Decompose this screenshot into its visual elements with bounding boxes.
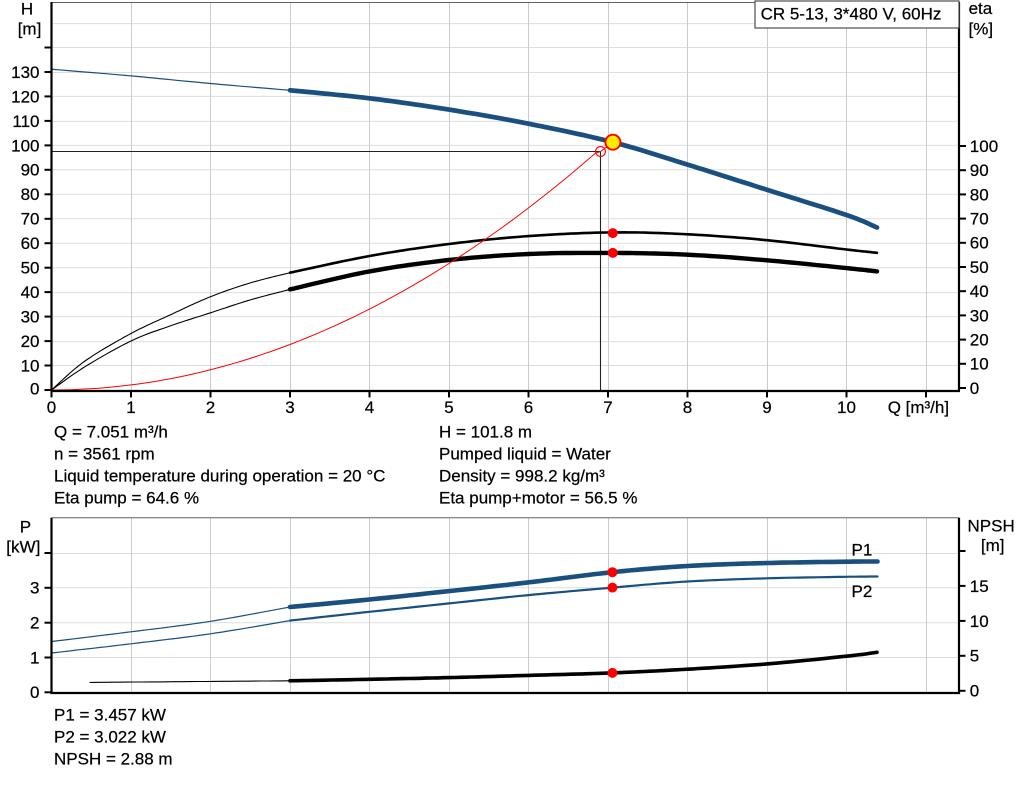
svg-text:5: 5 [970, 647, 979, 666]
svg-text:eta: eta [969, 0, 993, 18]
svg-text:10: 10 [21, 356, 40, 375]
svg-text:0: 0 [30, 683, 39, 702]
svg-text:0: 0 [970, 379, 979, 398]
svg-text:10: 10 [970, 355, 989, 374]
svg-text:Q [m³/h]: Q [m³/h] [888, 398, 949, 417]
svg-text:110: 110 [12, 112, 39, 131]
svg-text:0: 0 [970, 682, 979, 701]
svg-text:Eta pump = 64.6 %: Eta pump = 64.6 % [54, 489, 199, 508]
svg-text:10: 10 [837, 398, 856, 417]
svg-text:8: 8 [683, 398, 692, 417]
svg-text:50: 50 [970, 258, 989, 277]
svg-text:n = 3561 rpm: n = 3561 rpm [54, 445, 155, 464]
svg-text:80: 80 [21, 185, 40, 204]
svg-text:10: 10 [970, 612, 989, 631]
svg-text:120: 120 [11, 87, 39, 106]
svg-text:9: 9 [762, 398, 771, 417]
svg-text:H = 101.8 m: H = 101.8 m [439, 423, 532, 442]
svg-text:Liquid temperature during oper: Liquid temperature during operation = 20… [54, 467, 385, 486]
svg-text:60: 60 [21, 234, 40, 253]
svg-text:80: 80 [970, 185, 989, 204]
svg-text:40: 40 [970, 282, 989, 301]
svg-text:P2: P2 [852, 582, 873, 601]
svg-text:[m]: [m] [981, 536, 1005, 555]
svg-text:1: 1 [30, 648, 39, 667]
svg-text:Pumped liquid = Water: Pumped liquid = Water [439, 445, 611, 464]
svg-text:1: 1 [126, 398, 135, 417]
svg-text:[%]: [%] [969, 19, 994, 38]
svg-text:20: 20 [21, 332, 40, 351]
svg-text:30: 30 [970, 306, 989, 325]
svg-text:70: 70 [970, 210, 989, 229]
svg-text:100: 100 [11, 136, 39, 155]
svg-text:[m]: [m] [18, 20, 42, 39]
svg-text:6: 6 [524, 398, 533, 417]
svg-text:Q = 7.051 m³/h: Q = 7.051 m³/h [54, 423, 168, 442]
svg-text:P1: P1 [852, 541, 873, 560]
svg-text:Density = 998.2 kg/m³: Density = 998.2 kg/m³ [439, 467, 605, 486]
svg-text:NPSH = 2.88 m: NPSH = 2.88 m [54, 750, 173, 769]
svg-text:5: 5 [444, 398, 453, 417]
svg-text:60: 60 [970, 234, 989, 253]
svg-text:H: H [21, 0, 33, 19]
svg-text:70: 70 [21, 210, 40, 229]
svg-text:2: 2 [206, 398, 215, 417]
svg-text:NPSH: NPSH [968, 517, 1015, 536]
svg-text:15: 15 [970, 577, 989, 596]
svg-text:20: 20 [970, 331, 989, 350]
svg-text:0: 0 [30, 380, 39, 399]
svg-text:2: 2 [30, 614, 39, 633]
svg-text:40: 40 [21, 283, 40, 302]
svg-text:0: 0 [47, 398, 56, 417]
svg-text:Eta pump+motor = 56.5 %: Eta pump+motor = 56.5 % [439, 489, 637, 508]
svg-text:130: 130 [11, 63, 39, 82]
svg-text:7: 7 [603, 398, 612, 417]
svg-text:50: 50 [21, 259, 40, 278]
svg-text:30: 30 [21, 308, 40, 327]
svg-text:90: 90 [970, 161, 989, 180]
svg-text:[kW]: [kW] [6, 537, 40, 556]
svg-text:3: 3 [30, 579, 39, 598]
svg-text:4: 4 [365, 398, 374, 417]
svg-text:P1 = 3.457 kW: P1 = 3.457 kW [54, 706, 166, 725]
svg-text:90: 90 [21, 161, 40, 180]
svg-text:P2 = 3.022 kW: P2 = 3.022 kW [54, 728, 166, 747]
svg-text:CR 5-13, 3*480 V, 60Hz: CR 5-13, 3*480 V, 60Hz [761, 5, 942, 24]
svg-text:3: 3 [285, 398, 294, 417]
svg-text:P: P [20, 517, 31, 536]
svg-text:100: 100 [970, 137, 998, 156]
